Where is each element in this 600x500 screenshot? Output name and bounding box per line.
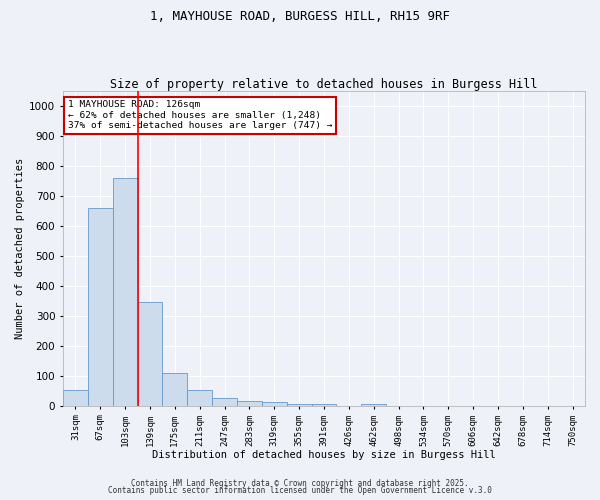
Bar [361,404,386,406]
Text: Contains HM Land Registry data © Crown copyright and database right 2025.: Contains HM Land Registry data © Crown c… [131,478,469,488]
Bar [262,402,287,406]
X-axis label: Distribution of detached houses by size in Burgess Hill: Distribution of detached houses by size … [152,450,496,460]
Title: Size of property relative to detached houses in Burgess Hill: Size of property relative to detached ho… [110,78,538,91]
Bar [63,390,88,406]
Bar [311,404,337,406]
Bar [163,373,187,406]
Bar [113,178,137,406]
Text: 1 MAYHOUSE ROAD: 126sqm
← 62% of detached houses are smaller (1,248)
37% of semi: 1 MAYHOUSE ROAD: 126sqm ← 62% of detache… [68,100,332,130]
Text: Contains public sector information licensed under the Open Government Licence v.: Contains public sector information licen… [108,486,492,495]
Text: 1, MAYHOUSE ROAD, BURGESS HILL, RH15 9RF: 1, MAYHOUSE ROAD, BURGESS HILL, RH15 9RF [150,10,450,23]
Bar [287,404,311,406]
Bar [212,398,237,406]
Bar [137,302,163,406]
Bar [88,208,113,406]
Y-axis label: Number of detached properties: Number of detached properties [15,158,25,339]
Bar [187,390,212,406]
Bar [237,402,262,406]
